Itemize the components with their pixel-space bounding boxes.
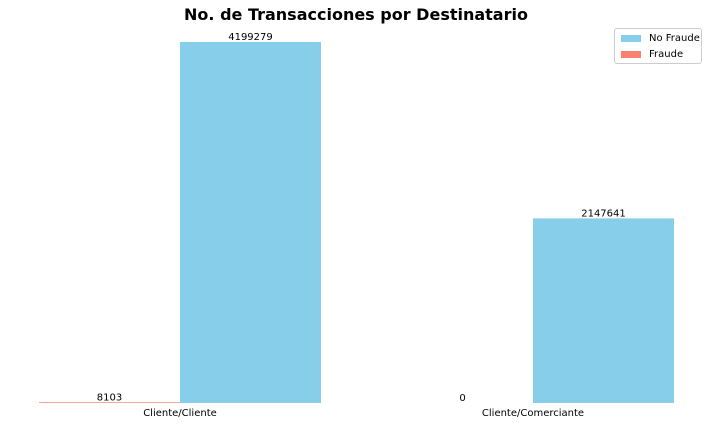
legend: No Fraude Fraude bbox=[614, 28, 702, 64]
legend-label-fraude: Fraude bbox=[649, 48, 684, 60]
data-label-no-fraude-cliente-cliente: 4199279 bbox=[228, 32, 273, 43]
legend-entry-fraude: Fraude bbox=[621, 48, 683, 60]
legend-swatch-no-fraude bbox=[621, 34, 641, 42]
chart-title: No. de Transacciones por Destinatario bbox=[184, 5, 528, 24]
data-label-fraude-cliente-comerciante: 0 bbox=[459, 393, 465, 404]
legend-swatch-fraude bbox=[621, 50, 641, 58]
x-tick-label-cliente-cliente: Cliente/Cliente bbox=[143, 408, 217, 419]
legend-entry-no-fraude: No Fraude bbox=[621, 32, 700, 44]
bar-no-fraude-cliente-cliente bbox=[180, 42, 321, 403]
legend-label-no-fraude: No Fraude bbox=[649, 32, 700, 44]
data-label-no-fraude-cliente-comerciante: 2147641 bbox=[581, 208, 626, 219]
bars-group bbox=[39, 42, 674, 403]
bar-no-fraude-cliente-comerciante bbox=[533, 218, 674, 403]
data-label-fraude-cliente-cliente: 8103 bbox=[97, 392, 122, 403]
labels-group: 8103 0 4199279 2147641 Cliente/Cliente Client… bbox=[97, 32, 626, 419]
x-tick-label-cliente-comerciante: Cliente/Comerciante bbox=[482, 408, 584, 419]
bar-fraude-cliente-cliente bbox=[39, 402, 180, 403]
